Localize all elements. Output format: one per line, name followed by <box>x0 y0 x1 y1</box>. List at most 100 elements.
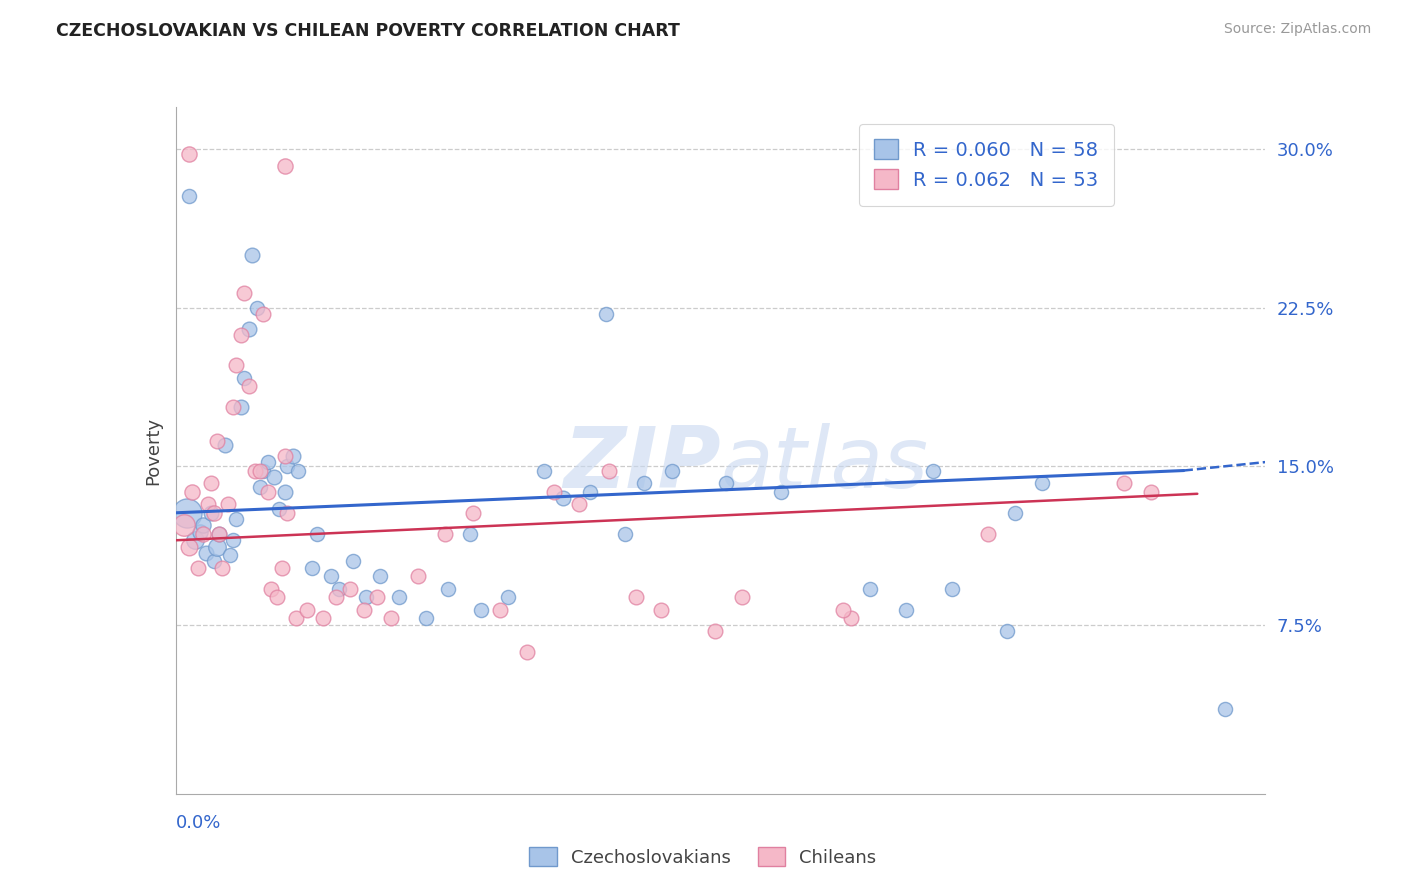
Point <box>222 400 245 414</box>
Point <box>191 518 214 533</box>
Point <box>614 527 637 541</box>
Point <box>366 591 388 605</box>
Point <box>276 459 298 474</box>
Point <box>661 464 683 478</box>
Point <box>284 611 307 625</box>
Point <box>1112 476 1135 491</box>
Point <box>353 603 375 617</box>
Text: Source: ZipAtlas.com: Source: ZipAtlas.com <box>1223 22 1371 37</box>
Point <box>179 146 201 161</box>
Point <box>458 527 481 541</box>
Point <box>238 322 260 336</box>
Point <box>274 159 297 173</box>
Point <box>598 464 620 478</box>
Point <box>219 548 242 562</box>
Text: ZIP: ZIP <box>562 423 721 506</box>
Point <box>388 591 411 605</box>
Point <box>200 506 222 520</box>
Point <box>202 554 225 568</box>
Point <box>217 497 239 511</box>
Point <box>173 518 195 533</box>
Point <box>568 497 591 511</box>
Point <box>516 645 538 659</box>
Point <box>252 464 274 478</box>
Point <box>179 189 201 203</box>
Point <box>496 591 519 605</box>
Point <box>841 611 863 625</box>
Point <box>276 506 298 520</box>
Point <box>197 497 219 511</box>
Point <box>232 285 254 300</box>
Point <box>731 591 754 605</box>
Point <box>859 582 882 596</box>
Point <box>434 527 457 541</box>
Point <box>319 569 342 583</box>
Point <box>295 603 318 617</box>
Point <box>380 611 402 625</box>
Text: CZECHOSLOVAKIAN VS CHILEAN POVERTY CORRELATION CHART: CZECHOSLOVAKIAN VS CHILEAN POVERTY CORRE… <box>56 22 681 40</box>
Point <box>624 591 647 605</box>
Point <box>368 569 391 583</box>
Point <box>543 484 565 499</box>
Point <box>894 603 917 617</box>
Point <box>325 591 347 605</box>
Point <box>415 611 437 625</box>
Point <box>976 527 998 541</box>
Point <box>214 438 236 452</box>
Legend: R = 0.060   N = 58, R = 0.062   N = 53: R = 0.060 N = 58, R = 0.062 N = 53 <box>859 124 1114 205</box>
Point <box>208 527 231 541</box>
Point <box>1031 476 1053 491</box>
Point <box>176 506 198 520</box>
Point <box>271 560 294 574</box>
Point <box>225 358 247 372</box>
Point <box>551 491 574 505</box>
Point <box>249 464 271 478</box>
Point <box>533 464 555 478</box>
Point <box>205 434 228 448</box>
Point <box>301 560 323 574</box>
Point <box>704 624 727 639</box>
Point <box>231 400 253 414</box>
Point <box>832 603 855 617</box>
Point <box>1213 702 1236 716</box>
Point <box>184 533 207 548</box>
Point <box>281 449 304 463</box>
Point <box>208 527 231 541</box>
Point <box>714 476 737 491</box>
Point <box>342 554 364 568</box>
Point <box>225 512 247 526</box>
Point <box>194 546 217 560</box>
Point <box>579 484 602 499</box>
Point <box>274 449 297 463</box>
Point <box>274 484 297 499</box>
Point <box>312 611 335 625</box>
Point <box>260 582 283 596</box>
Point <box>238 379 260 393</box>
Point <box>287 464 309 478</box>
Point <box>489 603 512 617</box>
Point <box>633 476 655 491</box>
Point <box>995 624 1018 639</box>
Text: atlas: atlas <box>721 423 928 506</box>
Point <box>263 470 285 484</box>
Point <box>246 301 269 315</box>
Legend: Czechoslovakians, Chileans: Czechoslovakians, Chileans <box>522 840 884 874</box>
Point <box>202 506 225 520</box>
Point <box>257 455 280 469</box>
Point <box>356 591 378 605</box>
Text: 0.0%: 0.0% <box>176 814 221 832</box>
Point <box>188 524 211 539</box>
Point <box>1004 506 1026 520</box>
Point <box>191 527 214 541</box>
Point <box>922 464 945 478</box>
Point <box>269 501 291 516</box>
Point <box>243 464 266 478</box>
Point <box>179 540 201 554</box>
Point <box>1140 484 1163 499</box>
Point <box>307 527 329 541</box>
Point <box>222 533 245 548</box>
Point <box>461 506 484 520</box>
Point <box>205 540 228 554</box>
Point <box>941 582 963 596</box>
Point <box>211 560 233 574</box>
